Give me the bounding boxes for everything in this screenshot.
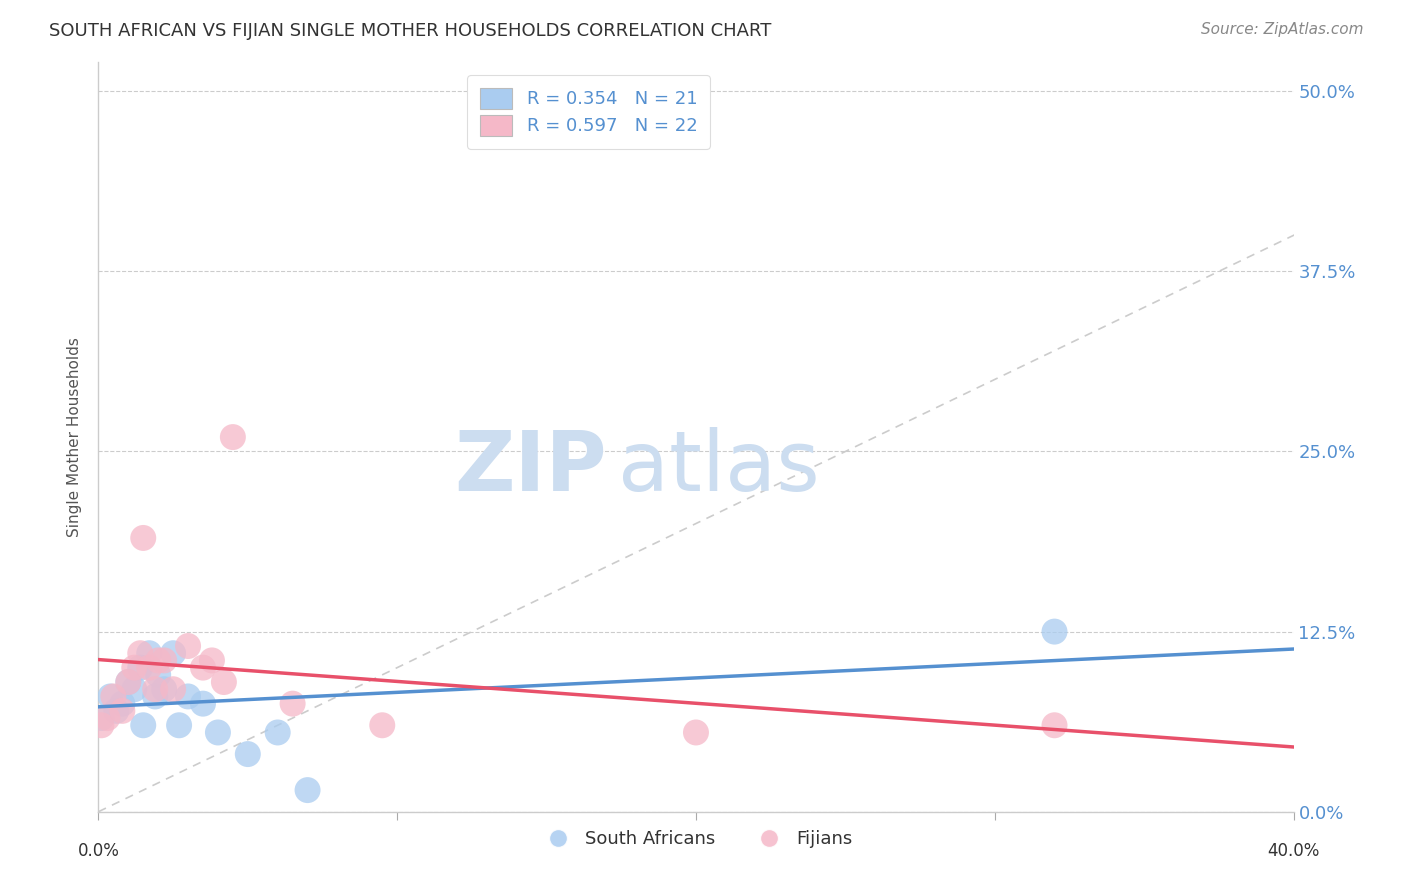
Point bbox=[236, 747, 259, 761]
Point bbox=[212, 675, 235, 690]
Point bbox=[685, 725, 707, 739]
Point bbox=[117, 675, 139, 690]
Point bbox=[138, 660, 160, 674]
Point bbox=[105, 704, 128, 718]
Point bbox=[222, 430, 245, 444]
Point bbox=[201, 653, 224, 667]
Point bbox=[153, 653, 176, 667]
Point bbox=[148, 653, 170, 667]
Point bbox=[191, 697, 214, 711]
Point bbox=[98, 690, 122, 704]
Point bbox=[167, 718, 190, 732]
Point bbox=[138, 646, 160, 660]
Point bbox=[177, 690, 200, 704]
Point bbox=[162, 682, 184, 697]
Point bbox=[132, 718, 155, 732]
Point bbox=[132, 531, 155, 545]
Legend: South Africans, Fijians: South Africans, Fijians bbox=[533, 822, 859, 855]
Point bbox=[371, 718, 394, 732]
Point bbox=[143, 682, 166, 697]
Text: Source: ZipAtlas.com: Source: ZipAtlas.com bbox=[1201, 22, 1364, 37]
Point bbox=[153, 682, 176, 697]
Point bbox=[191, 660, 214, 674]
Point bbox=[143, 690, 166, 704]
Point bbox=[1043, 718, 1066, 732]
Point bbox=[117, 675, 139, 690]
Point bbox=[111, 697, 134, 711]
Point bbox=[111, 704, 134, 718]
Point bbox=[281, 697, 304, 711]
Text: 40.0%: 40.0% bbox=[1267, 842, 1320, 860]
Point bbox=[1043, 624, 1066, 639]
Point bbox=[162, 646, 184, 660]
Y-axis label: Single Mother Households: Single Mother Households bbox=[67, 337, 83, 537]
Point bbox=[297, 783, 319, 797]
Point bbox=[90, 711, 112, 725]
Point bbox=[129, 660, 152, 674]
Text: atlas: atlas bbox=[619, 426, 820, 508]
Text: 0.0%: 0.0% bbox=[77, 842, 120, 860]
Point bbox=[103, 690, 125, 704]
Point bbox=[267, 725, 290, 739]
Point bbox=[124, 682, 146, 697]
Text: ZIP: ZIP bbox=[454, 426, 606, 508]
Point bbox=[177, 639, 200, 653]
Point bbox=[148, 668, 170, 682]
Point bbox=[207, 725, 229, 739]
Point bbox=[90, 718, 112, 732]
Point bbox=[129, 646, 152, 660]
Text: SOUTH AFRICAN VS FIJIAN SINGLE MOTHER HOUSEHOLDS CORRELATION CHART: SOUTH AFRICAN VS FIJIAN SINGLE MOTHER HO… bbox=[49, 22, 772, 40]
Point bbox=[124, 660, 146, 674]
Point bbox=[96, 711, 118, 725]
